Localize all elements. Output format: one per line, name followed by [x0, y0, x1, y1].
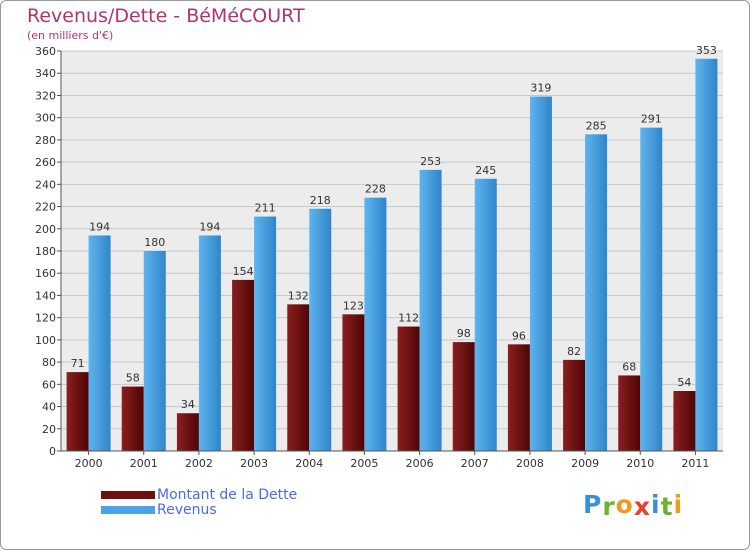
value-label-dette-2011: 54 [677, 376, 691, 389]
bar-revenus-2008 [529, 96, 552, 452]
legend: Montant de la Dette Revenus [101, 486, 298, 518]
bar-revenus-2009 [585, 134, 608, 452]
y-tick-label: 160 [35, 267, 56, 280]
bar-dette-2009 [563, 359, 586, 451]
y-tick-label: 320 [35, 89, 56, 102]
y-tick-label: 180 [35, 245, 56, 258]
value-label-dette-2003: 154 [233, 265, 254, 278]
value-label-revenus-2009: 285 [586, 119, 607, 132]
y-tick-label: 240 [35, 178, 56, 191]
legend-label-dette: Montant de la Dette [157, 486, 298, 503]
y-tick-label: 220 [35, 201, 56, 214]
x-tick-label-2003: 2003 [240, 457, 268, 470]
bar-dette-2008 [507, 344, 530, 451]
y-tick-label: 60 [42, 378, 56, 391]
logo-letter: o [615, 490, 634, 519]
value-label-revenus-2005: 228 [365, 183, 386, 196]
value-label-revenus-2006: 253 [420, 155, 441, 168]
x-tick-label-2007: 2007 [461, 457, 489, 470]
y-tick-label: 300 [35, 112, 56, 125]
logo-letter: t [660, 492, 674, 521]
value-label-dette-2001: 58 [126, 372, 140, 385]
y-tick-label: 40 [42, 401, 56, 414]
value-label-dette-2004: 132 [288, 289, 309, 302]
chart-subtitle: (en milliers d'€) [27, 29, 114, 42]
x-tick-label-2011: 2011 [681, 457, 709, 470]
y-tick-label: 120 [35, 312, 56, 325]
bar-revenus-2011 [695, 58, 718, 452]
bar-revenus-2002 [198, 235, 221, 451]
bar-revenus-2006 [419, 169, 442, 451]
legend-swatch-revenus [101, 505, 155, 514]
value-label-dette-2009: 82 [567, 345, 581, 358]
value-label-revenus-2001: 180 [144, 236, 165, 249]
proxiti-logo: Proxiti [583, 490, 684, 521]
value-label-dette-2000: 71 [71, 357, 85, 370]
y-tick-label: 340 [35, 67, 56, 80]
bar-revenus-2000 [88, 235, 111, 451]
bar-dette-2003 [232, 279, 255, 451]
bar-revenus-2007 [474, 178, 497, 451]
x-tick-label-2000: 2000 [75, 457, 103, 470]
chart-title: Revenus/Dette - BéMéCOURT [27, 5, 305, 27]
value-label-dette-2006: 112 [398, 312, 419, 325]
logo-letter: i [673, 490, 684, 519]
logo-letter: r [602, 492, 616, 521]
x-tick-label-2010: 2010 [626, 457, 654, 470]
value-label-revenus-2010: 291 [641, 113, 662, 126]
logo-letter: i [651, 490, 661, 519]
legend-swatch-dette [101, 490, 155, 499]
x-tick-label-2002: 2002 [185, 457, 213, 470]
logo-letter: x [633, 492, 651, 521]
bar-dette-2011 [673, 391, 696, 451]
bar-revenus-2004 [309, 208, 332, 451]
value-label-revenus-2007: 245 [475, 164, 496, 177]
bar-revenus-2003 [254, 216, 277, 451]
legend-label-revenus: Revenus [157, 501, 217, 518]
bar-dette-2007 [452, 342, 475, 451]
value-label-dette-2010: 68 [622, 360, 636, 373]
y-tick-label: 360 [35, 45, 56, 58]
y-tick-label: 80 [42, 356, 56, 369]
legend-item-dette: Montant de la Dette [101, 486, 298, 503]
y-tick-label: 260 [35, 156, 56, 169]
value-label-revenus-2004: 218 [310, 194, 331, 207]
bar-revenus-2001 [143, 251, 166, 451]
x-tick-label-2006: 2006 [406, 457, 434, 470]
bar-dette-2004 [287, 304, 310, 451]
x-tick-label-2004: 2004 [295, 457, 323, 470]
x-tick-label-2001: 2001 [130, 457, 158, 470]
value-label-dette-2002: 34 [181, 398, 195, 411]
value-label-dette-2008: 96 [512, 329, 526, 342]
logo-letter: P [583, 490, 603, 519]
value-label-revenus-2003: 211 [255, 202, 276, 215]
bar-dette-2005 [342, 314, 365, 451]
value-label-revenus-2008: 319 [530, 82, 551, 95]
bar-dette-2002 [176, 413, 199, 451]
bar-revenus-2005 [364, 197, 387, 451]
bar-dette-2010 [618, 375, 641, 451]
y-tick-label: 140 [35, 289, 56, 302]
legend-item-revenus: Revenus [101, 501, 297, 518]
bar-dette-2006 [397, 326, 420, 451]
bar-dette-2000 [66, 372, 89, 451]
y-tick-label: 280 [35, 134, 56, 147]
value-label-revenus-2000: 194 [89, 220, 110, 233]
value-label-dette-2005: 123 [343, 299, 364, 312]
bar-revenus-2010 [640, 127, 663, 452]
x-tick-label-2005: 2005 [350, 457, 378, 470]
y-tick-label: 200 [35, 223, 56, 236]
value-label-revenus-2002: 194 [199, 220, 220, 233]
y-tick-label: 20 [42, 423, 56, 436]
bar-dette-2001 [121, 386, 144, 451]
y-tick-label: 0 [49, 445, 56, 458]
value-label-revenus-2011: 353 [696, 44, 717, 57]
x-tick-label-2009: 2009 [571, 457, 599, 470]
y-tick-label: 100 [35, 334, 56, 347]
value-label-dette-2007: 98 [457, 327, 471, 340]
x-tick-label-2008: 2008 [516, 457, 544, 470]
